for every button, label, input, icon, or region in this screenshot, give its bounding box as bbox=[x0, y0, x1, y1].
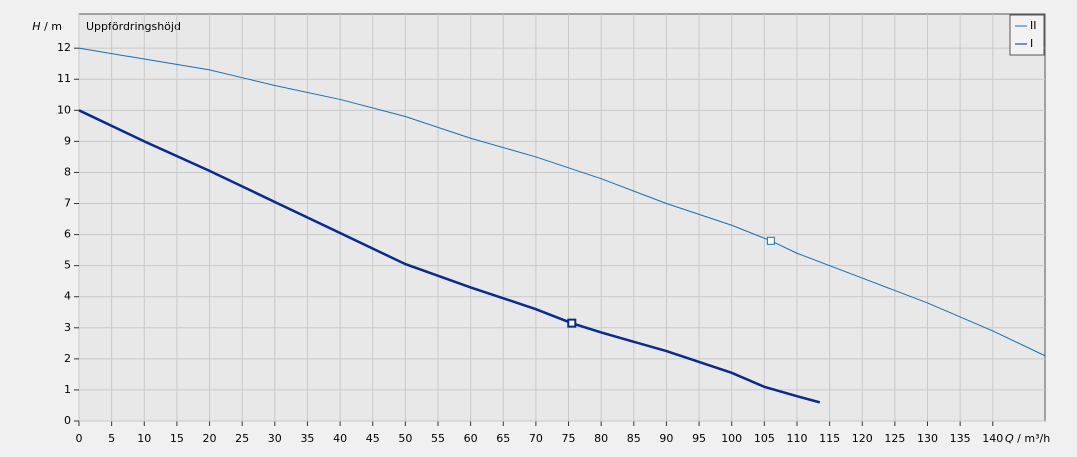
x-tick-label: 60 bbox=[464, 432, 478, 445]
y-axis-label: H / m bbox=[32, 20, 62, 33]
x-tick-label: 65 bbox=[496, 432, 510, 445]
x-tick-label: 115 bbox=[819, 432, 840, 445]
x-axis-symbol: Q bbox=[1005, 432, 1014, 445]
y-tick-label: 10 bbox=[57, 103, 71, 116]
x-axis-label: Q / m³/h bbox=[1005, 432, 1050, 445]
x-axis-unit: / m³/h bbox=[1017, 432, 1050, 445]
y-tick-label: 6 bbox=[64, 228, 71, 241]
y-tick-label: 4 bbox=[64, 290, 71, 303]
legend-box bbox=[1009, 14, 1045, 56]
x-tick-label: 135 bbox=[950, 432, 971, 445]
x-tick-label: 10 bbox=[137, 432, 151, 445]
y-tick-label: 0 bbox=[64, 414, 71, 427]
x-tick-label: 0 bbox=[76, 432, 83, 445]
x-tick-label: 130 bbox=[917, 432, 938, 445]
y-tick-label: 1 bbox=[64, 383, 71, 396]
y-tick-label: 5 bbox=[64, 259, 71, 272]
x-tick-label: 50 bbox=[398, 432, 412, 445]
curve bbox=[78, 47, 1046, 357]
x-tick-label: 70 bbox=[529, 432, 543, 445]
x-tick-label: 140 bbox=[982, 432, 1003, 445]
y-tick-label: 7 bbox=[64, 197, 71, 210]
x-tick-label: 5 bbox=[108, 432, 115, 445]
y-tick-label: 8 bbox=[64, 165, 71, 178]
x-tick-label: 80 bbox=[594, 432, 608, 445]
x-tick-label: 95 bbox=[692, 432, 706, 445]
legend-label: II bbox=[1030, 19, 1037, 32]
y-axis-unit: / m bbox=[44, 20, 62, 33]
x-tick-label: 15 bbox=[170, 432, 184, 445]
x-tick-label: 30 bbox=[268, 432, 282, 445]
plot-area bbox=[78, 13, 1046, 422]
x-tick-label: 110 bbox=[786, 432, 807, 445]
x-tick-label: 100 bbox=[721, 432, 742, 445]
y-tick-label: 11 bbox=[57, 72, 71, 85]
legend-label: I bbox=[1030, 37, 1033, 50]
x-tick-label: 105 bbox=[754, 432, 775, 445]
x-tick-label: 125 bbox=[884, 432, 905, 445]
x-tick-label: 90 bbox=[659, 432, 673, 445]
x-tick-label: 75 bbox=[562, 432, 576, 445]
y-axis-symbol: H bbox=[32, 20, 40, 33]
x-tick-label: 120 bbox=[852, 432, 873, 445]
chart-title: Uppfördringshöjd bbox=[86, 20, 181, 33]
curve bbox=[78, 109, 821, 404]
x-tick-label: 25 bbox=[235, 432, 249, 445]
operating-point bbox=[567, 318, 577, 328]
y-tick-label: 9 bbox=[64, 134, 71, 147]
x-tick-label: 40 bbox=[333, 432, 347, 445]
x-tick-label: 85 bbox=[627, 432, 641, 445]
y-tick-label: 3 bbox=[64, 321, 71, 334]
x-tick-label: 20 bbox=[203, 432, 217, 445]
operating-point bbox=[766, 236, 775, 245]
x-tick-label: 45 bbox=[366, 432, 380, 445]
x-tick-label: 55 bbox=[431, 432, 445, 445]
x-tick-label: 35 bbox=[300, 432, 314, 445]
y-tick-label: 2 bbox=[64, 352, 71, 365]
y-tick-label: 12 bbox=[57, 41, 71, 54]
